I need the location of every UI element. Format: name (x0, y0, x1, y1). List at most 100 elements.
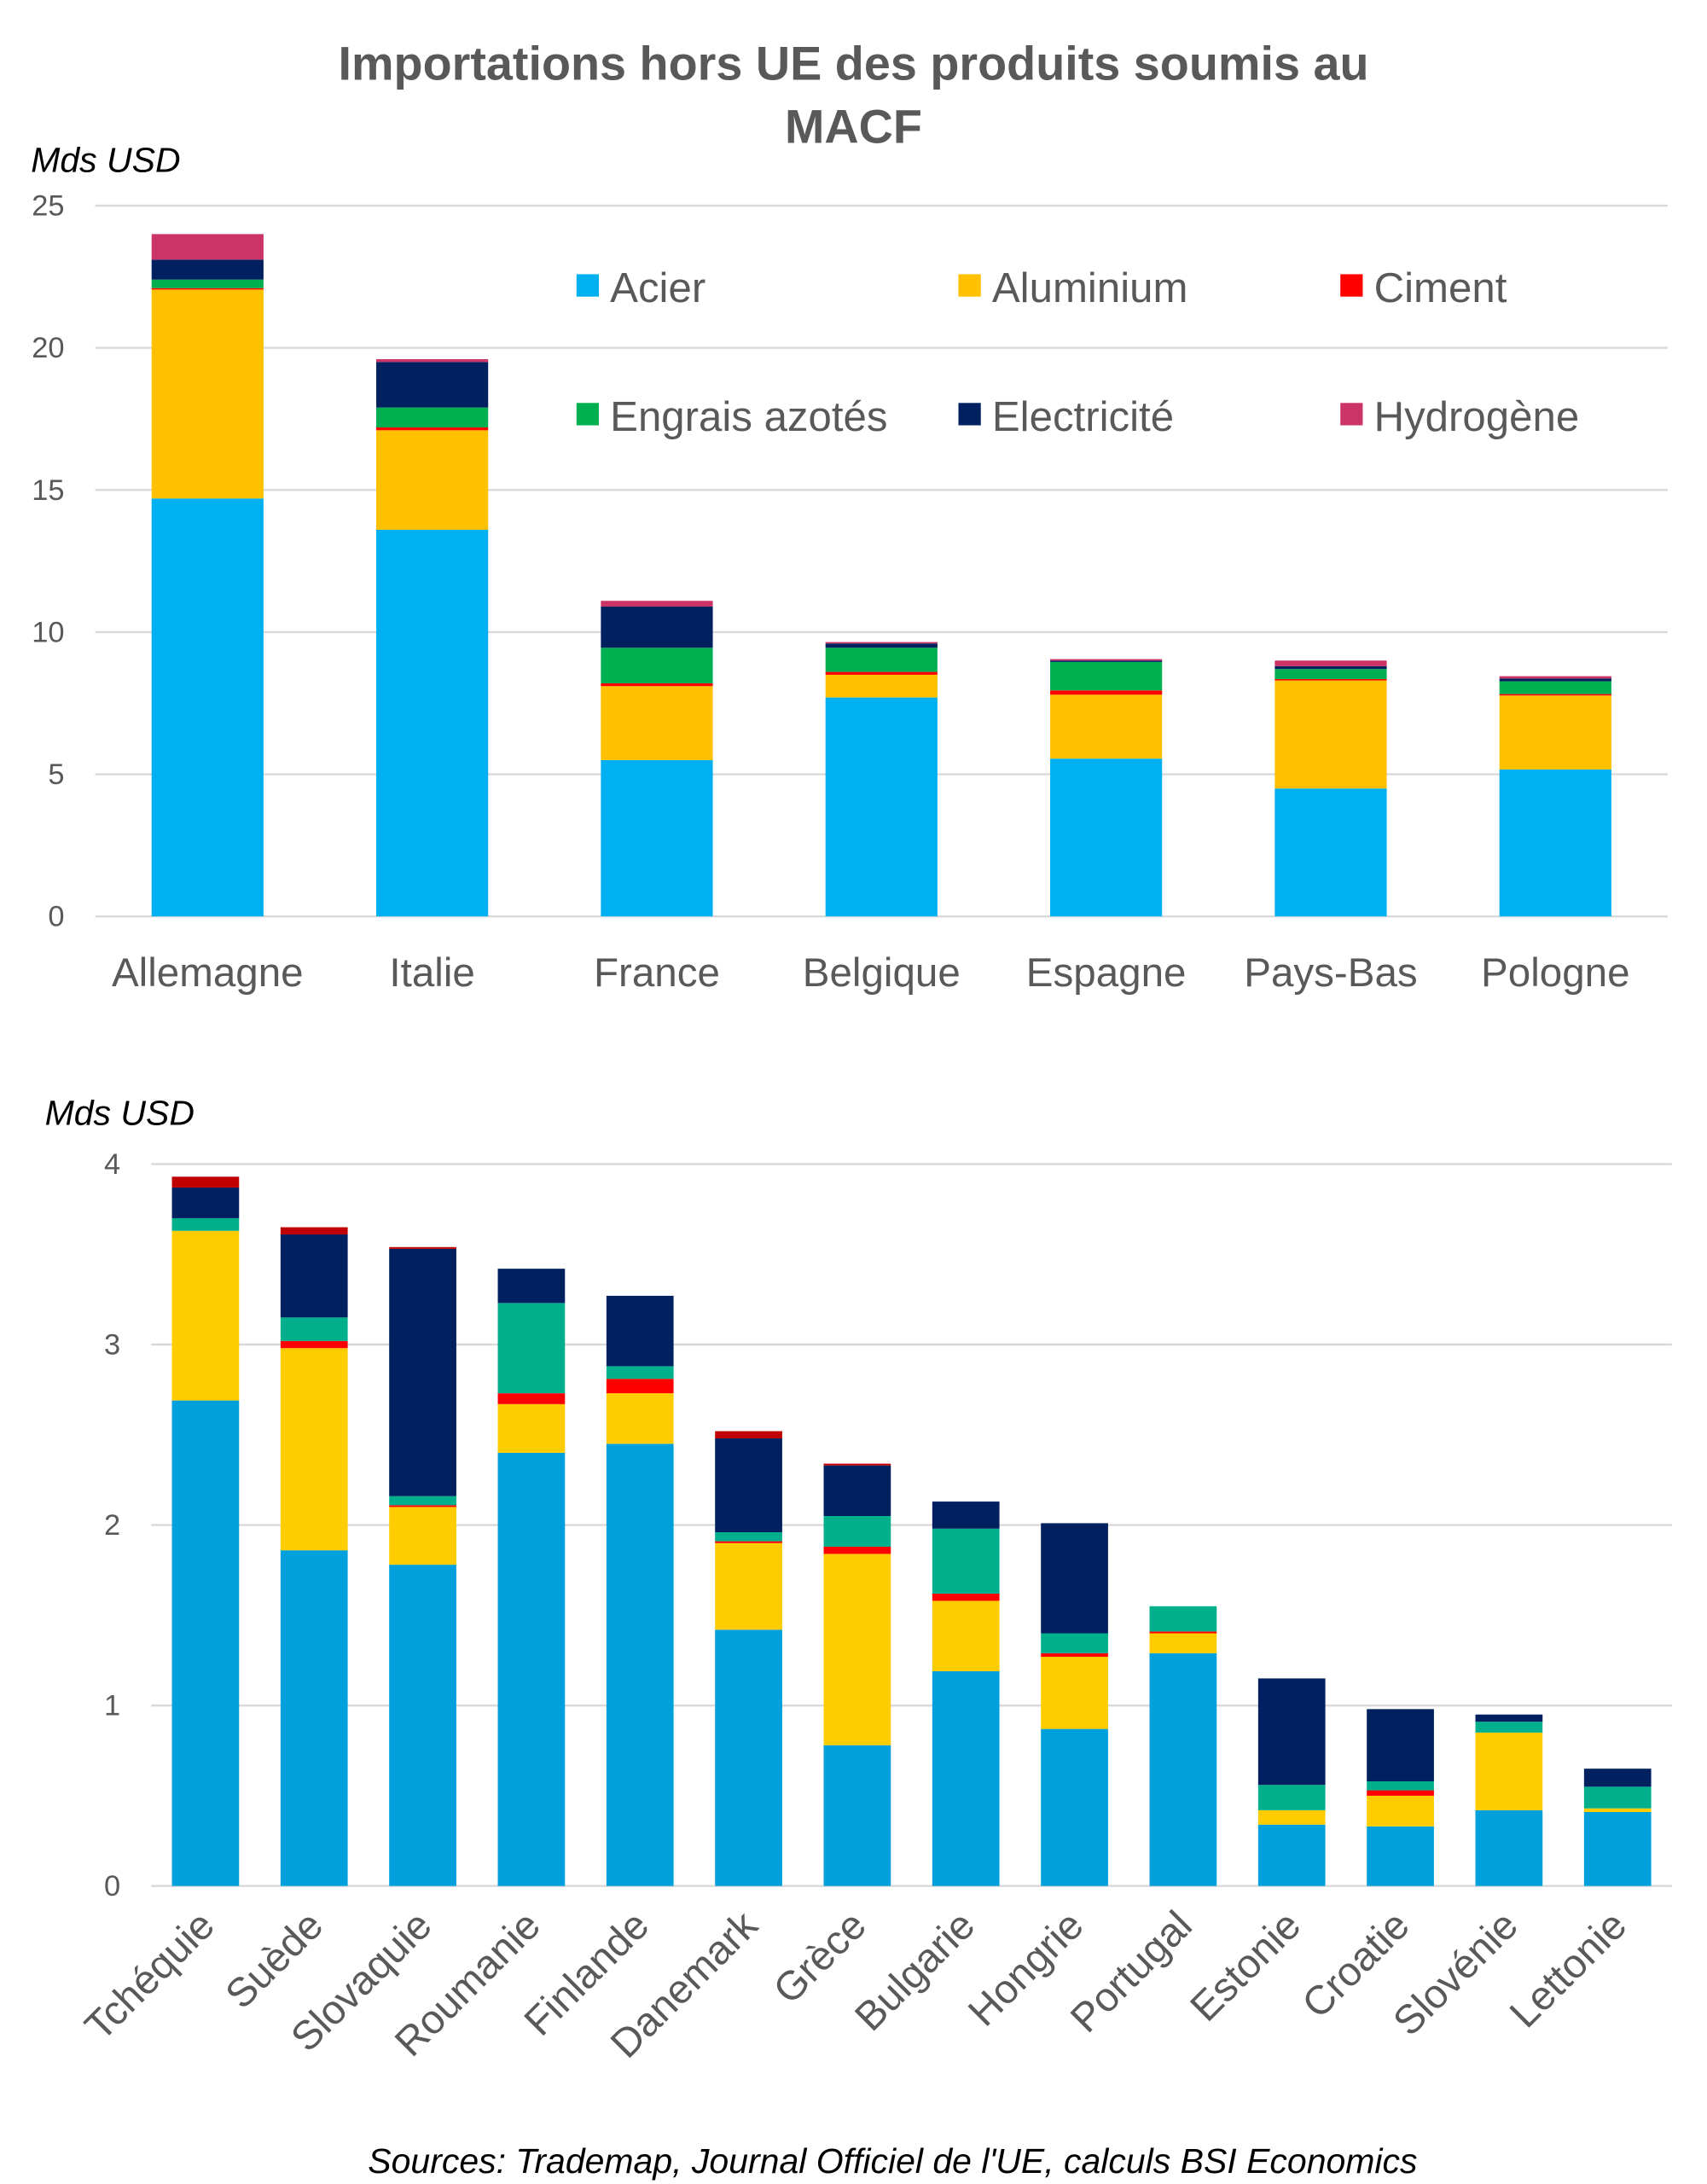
bar-segment-acier (1499, 769, 1611, 917)
bar-segment-electricit- (151, 259, 264, 280)
x-tick-label: Bulgarie (846, 1902, 984, 2040)
bar-segment-electricit- (280, 1234, 348, 1318)
bar-segment-hydrog-ne (280, 1227, 348, 1234)
bar-segment-acier (497, 1452, 566, 1886)
bar-segment-ciment (376, 427, 489, 431)
bar-segment-engrais-azot-s (1149, 1606, 1217, 1632)
bar-segment-acier (715, 1629, 782, 1886)
bar-segment-aluminium (606, 1393, 674, 1444)
bar-segment-aluminium (1583, 1808, 1652, 1812)
y-tick-label: 15 (32, 474, 64, 507)
x-tick-label: Pays-Bas (1244, 950, 1417, 996)
bar-segment-electricit- (601, 606, 713, 648)
bar-segment-aluminium (280, 1348, 348, 1551)
bar-segment-aluminium (715, 1542, 782, 1630)
bar-segment-ciment (1050, 690, 1163, 695)
bar-segment-aluminium (1257, 1809, 1326, 1825)
bar-segment-hydrog-ne (376, 359, 489, 363)
x-tick-label: Belgique (803, 950, 961, 996)
bar-segment-electricit- (376, 362, 489, 408)
bar-segment-electricit- (1583, 1769, 1652, 1787)
legend-swatch (1340, 403, 1363, 426)
y-tick-label: 1 (104, 1690, 120, 1722)
bar-segment-electricit- (825, 643, 938, 648)
bar-segment-engrais-azot-s (1041, 1633, 1108, 1653)
bar-segment-acier (1274, 788, 1387, 917)
bar-segment-acier (1149, 1653, 1217, 1886)
bar-segment-engrais-azot-s (825, 648, 938, 672)
bar-segment-acier (171, 1400, 240, 1886)
bar-segment-acier (1583, 1811, 1652, 1886)
bar-segment-engrais-azot-s (1050, 661, 1163, 691)
bar-segment-hydrog-ne (389, 1246, 456, 1249)
bar-segment-ciment (1041, 1653, 1108, 1658)
bar-segment-electricit- (715, 1438, 782, 1533)
legend-label: Engrais azotés (610, 393, 887, 440)
x-tick-label: Espagne (1026, 950, 1187, 996)
bar-segment-aluminium (1041, 1657, 1108, 1729)
bar-segment-aluminium (1367, 1795, 1434, 1827)
bar-segment-electricit- (389, 1248, 456, 1496)
bar-segment-aluminium (1050, 694, 1163, 759)
bar-segment-engrais-azot-s (376, 407, 489, 428)
bar-segment-acier (825, 697, 938, 917)
bar-segment-acier (280, 1550, 348, 1886)
chart-title-line2: MACF (785, 100, 922, 153)
legend-swatch (1340, 274, 1363, 297)
bar-segment-acier (1041, 1728, 1108, 1886)
bar-segment-aluminium (601, 686, 713, 760)
bar-segment-aluminium (1475, 1732, 1543, 1810)
bar-segment-acier (151, 498, 264, 917)
bar-segment-hydrog-ne (1499, 676, 1611, 679)
legend-label: Electricité (992, 393, 1174, 440)
bar-segment-engrais-azot-s (601, 648, 713, 683)
bar-segment-ciment (497, 1393, 566, 1404)
bar-segment-ciment (601, 682, 713, 687)
source-note: Sources: Trademap, Journal Officiel de l… (368, 2141, 1417, 2181)
bar-segment-engrais-azot-s (389, 1496, 456, 1506)
bar-segment-electricit- (606, 1295, 674, 1367)
bar-segment-acier (1257, 1824, 1326, 1886)
bar-segment-engrais-azot-s (1367, 1780, 1434, 1791)
bar-segment-acier (1367, 1826, 1434, 1886)
legend-swatch (576, 274, 600, 297)
bar-segment-acier (606, 1443, 674, 1886)
bar-segment-aluminium (823, 1554, 891, 1745)
bar-segment-acier (1475, 1809, 1543, 1886)
top-y-axis-label: Mds USD (31, 141, 180, 180)
bar-segment-ciment (389, 1505, 456, 1507)
bar-segment-aluminium (151, 289, 264, 499)
y-tick-label: 0 (48, 901, 64, 933)
bar-segment-hydrog-ne (171, 1176, 240, 1188)
bar-segment-engrais-azot-s (823, 1515, 891, 1547)
bar-segment-aluminium (932, 1600, 1000, 1671)
x-tick-label: Pologne (1481, 950, 1629, 996)
bar-segment-electricit- (1274, 665, 1387, 670)
y-tick-label: 25 (32, 190, 64, 223)
bar-segment-electricit- (171, 1187, 240, 1218)
bar-segment-electricit- (823, 1465, 891, 1516)
bar-segment-ciment (825, 671, 938, 675)
legend-label: Acier (610, 264, 705, 311)
bar-segment-hydrog-ne (715, 1431, 782, 1439)
x-tick-label: Lettonie (1501, 1902, 1635, 2036)
bar-segment-aluminium (1499, 695, 1611, 770)
bar-segment-engrais-azot-s (151, 279, 264, 288)
bar-segment-engrais-azot-s (715, 1532, 782, 1542)
bar-segment-hydrog-ne (601, 601, 713, 607)
bar-segment-electricit- (1367, 1709, 1434, 1781)
x-tick-label: Portugal (1062, 1902, 1201, 2042)
bar-segment-engrais-azot-s (1257, 1785, 1326, 1810)
bar-segment-aluminium (376, 430, 489, 530)
y-tick-label: 4 (104, 1148, 120, 1181)
bar-segment-engrais-azot-s (1475, 1722, 1543, 1733)
bar-segment-aluminium (497, 1403, 566, 1453)
y-tick-label: 0 (104, 1870, 120, 1902)
y-tick-label: 2 (104, 1509, 120, 1542)
legend-label: Aluminium (992, 264, 1188, 311)
bar-segment-engrais-azot-s (497, 1303, 566, 1394)
x-tick-label: Allemagne (112, 950, 304, 996)
bar-segment-ciment (715, 1541, 782, 1543)
bar-segment-hydrog-ne (1274, 660, 1387, 666)
legend-swatch (958, 403, 981, 426)
